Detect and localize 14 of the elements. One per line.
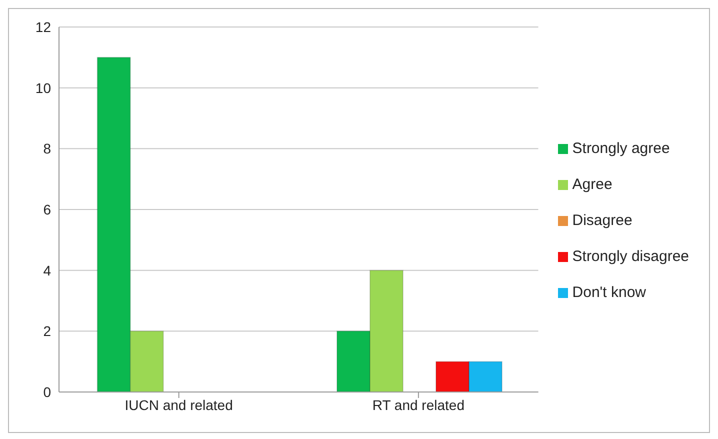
y-tick-label: 2 bbox=[43, 323, 52, 340]
legend-label: Strongly agree bbox=[572, 140, 670, 156]
y-tick-label: 0 bbox=[43, 384, 52, 400]
legend-label: Strongly disagree bbox=[572, 248, 689, 264]
legend-label: Agree bbox=[572, 176, 612, 192]
y-tick-label: 12 bbox=[35, 18, 52, 35]
y-tick-label: 10 bbox=[35, 80, 52, 96]
y-tick-label: 6 bbox=[43, 201, 52, 218]
y-tick-label: 4 bbox=[43, 262, 52, 278]
y-tick-label: 8 bbox=[43, 140, 52, 157]
x-tick-label: RT and related bbox=[372, 396, 465, 413]
legend-label: Disagree bbox=[572, 212, 632, 228]
x-tick-label: IUCN and related bbox=[124, 396, 233, 413]
legend-label: Don't know bbox=[572, 284, 646, 300]
